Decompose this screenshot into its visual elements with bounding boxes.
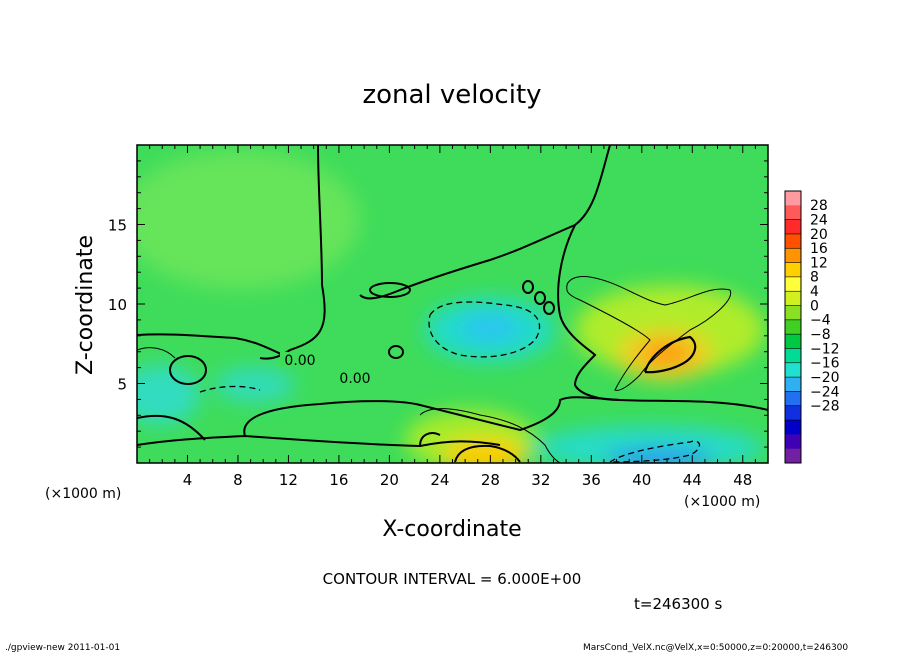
positive-core-bottom	[443, 439, 527, 463]
colorbar-swatch	[785, 362, 801, 378]
colorbar-label: −20	[810, 370, 840, 386]
colorbar-swatch	[785, 434, 801, 450]
colorbar-label: 28	[810, 198, 828, 214]
negative-core-mid	[460, 314, 520, 342]
colorbar-label: 0	[810, 298, 819, 314]
y-axis: 5 10 15	[108, 160, 768, 448]
colorbar-swatch	[785, 219, 801, 235]
colorbar-label: −12	[810, 341, 840, 357]
colorbar-label: −28	[810, 399, 840, 415]
colorbar-label: −24	[810, 384, 840, 400]
contour-label: 0.00	[339, 371, 370, 387]
positive-contour-right	[566, 276, 732, 391]
negative-contour-bottom-right	[609, 440, 701, 463]
zero-contour-closed-left	[169, 355, 207, 385]
zero-contour-dot4	[543, 301, 555, 315]
colorbar-label: 12	[810, 255, 828, 271]
x-tick-label: 24	[430, 471, 449, 489]
x-tick-label: 16	[329, 471, 348, 489]
colorbar-label: 20	[810, 227, 828, 243]
negative-cell-bottom-right	[535, 426, 765, 463]
x-tick-label: 8	[233, 471, 243, 489]
colorbar-label: 16	[810, 241, 828, 257]
negative-contour-left	[199, 385, 261, 393]
colorbar-frame	[784, 190, 802, 464]
upper-left-greenish	[137, 150, 360, 290]
colorbar-swatch	[785, 205, 801, 221]
positive-contour-core-bottom	[454, 444, 521, 463]
x-tick-label: 44	[683, 471, 702, 489]
contour-lines	[137, 145, 768, 463]
x-tick-label: 40	[632, 471, 651, 489]
contour-label: 0.00	[284, 353, 315, 369]
colorbar-swatch	[785, 191, 801, 206]
zero-contour-left	[137, 333, 291, 359]
x-tick-label: 28	[481, 471, 500, 489]
negative-core-bottom-right	[605, 448, 715, 463]
colorbar-label: −4	[810, 313, 831, 329]
colorbar-swatch	[785, 291, 801, 307]
colorbar-swatch	[785, 448, 801, 464]
colorbar-swatch	[785, 262, 801, 278]
colorbar-label: −8	[810, 327, 831, 343]
colorbar-swatch	[785, 348, 801, 364]
x-tick-label: 32	[531, 471, 550, 489]
zero-contour-dot2	[522, 280, 534, 294]
y-tick-label: 10	[108, 296, 127, 314]
zero-contour-mid-band	[243, 396, 768, 437]
footer-right: MarsCond_VelX.nc@VelX,x=0:50000,z=0:2000…	[583, 643, 848, 653]
velocity-field	[137, 145, 768, 463]
zero-contour-lower-left	[137, 414, 206, 441]
zero-contour-small	[419, 432, 441, 447]
chart-title: zonal velocity	[362, 80, 541, 110]
zero-contour-dot	[388, 345, 404, 359]
zero-contour-closed-small	[369, 282, 411, 298]
colorbar-label: 24	[810, 212, 828, 228]
colorbar-swatch	[785, 420, 801, 435]
colorbar-label: 4	[810, 284, 819, 300]
y-tick-label: 5	[117, 376, 127, 394]
negative-contour-mid	[428, 301, 541, 358]
negative-cell-left2	[215, 367, 295, 403]
colorbar-swatch	[785, 319, 801, 335]
x-axis-unit-left: (×1000 m)	[45, 486, 121, 502]
footer-left: ./gpview-new 2011-01-01	[5, 643, 120, 653]
x-tick-label: 4	[183, 471, 193, 489]
colorbar-swatch	[785, 405, 801, 421]
thin-contour-left	[137, 347, 176, 359]
contour-interval-text: CONTOUR INTERVAL = 6.000E+00	[323, 570, 582, 588]
colorbar-swatch	[785, 391, 801, 407]
colorbar-label: −16	[810, 356, 840, 372]
negative-cell-left	[137, 365, 200, 425]
x-tick-label: 12	[279, 471, 298, 489]
x-tick-label: 48	[733, 471, 752, 489]
colorbar-label: 8	[810, 270, 819, 286]
y-axis-title: Z-coordinate	[73, 235, 98, 375]
contour-labels: 0.00 0.00	[280, 352, 373, 387]
x-axis: 4 8 12 16 20 24 28 32 36 40 44 48	[149, 145, 756, 489]
y-tick-label: 15	[108, 217, 127, 235]
colorbar-swatch	[785, 233, 801, 249]
positive-contour-bottom	[419, 408, 561, 463]
x-tick-label: 36	[582, 471, 601, 489]
time-stamp: t=246300 s	[634, 595, 722, 613]
zero-contour-dot3	[534, 291, 546, 305]
x-axis-unit-right: (×1000 m)	[684, 494, 760, 510]
zero-contour-bottom	[137, 434, 501, 448]
positive-contour-core-right	[643, 335, 697, 374]
x-tick-label: 20	[380, 471, 399, 489]
x-axis-title: X-coordinate	[382, 517, 521, 542]
zero-contour-right-loop	[557, 224, 621, 401]
colorbar-swatch	[785, 334, 801, 349]
colorbar-swatch	[785, 305, 801, 321]
colorbar-swatch	[785, 377, 801, 392]
zero-contour-right-arch	[359, 145, 611, 300]
colorbar-swatch	[785, 248, 801, 264]
colorbar-swatch	[785, 276, 801, 292]
zero-contour-upper	[259, 145, 326, 360]
